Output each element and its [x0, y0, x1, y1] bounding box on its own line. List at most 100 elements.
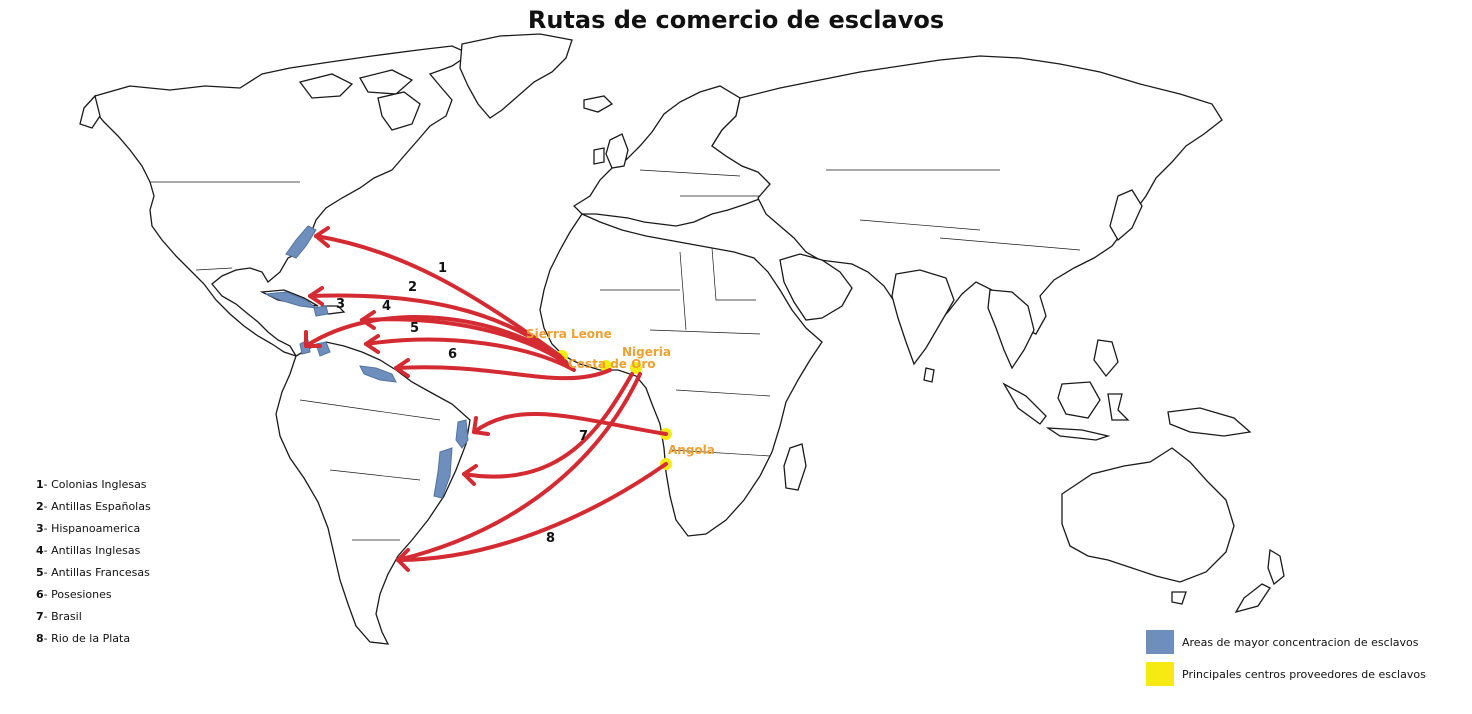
- source-center-nigeria: [630, 362, 642, 374]
- key-concentration-swatch: [1146, 630, 1174, 654]
- route-legend-label: Antillas Francesas: [51, 566, 150, 579]
- land-ireland: [593, 147, 605, 165]
- land-alaska: [79, 94, 101, 129]
- route-legend-label: Brasil: [51, 610, 82, 623]
- route-7-line-b: [462, 372, 634, 479]
- route-legend-label: Rio de la Plata: [51, 632, 131, 645]
- route-number-2: 2: [408, 280, 417, 295]
- route-legend-item: 3- Hispanoamerica: [36, 518, 151, 540]
- land-philippines: [1093, 339, 1119, 378]
- route-number-7: 7: [579, 429, 588, 444]
- land-greenland: [459, 33, 573, 119]
- key-concentration: Areas de mayor concentracion de esclavos: [1146, 630, 1418, 654]
- land-borneo: [1057, 381, 1101, 419]
- route-legend-separator: -: [43, 632, 52, 645]
- route-legend-separator: -: [43, 588, 52, 601]
- route-legend-number: 6: [36, 588, 44, 601]
- key-sources-label: Principales centros proveedores de escla…: [1182, 667, 1426, 681]
- land-india: [891, 269, 955, 366]
- place-labels: Sierra Leone Costa de Oro Nigeria Angola: [526, 327, 715, 457]
- land-new-zealand-north: [1267, 548, 1285, 586]
- place-label-costa-de-oro: Costa de Oro: [568, 357, 655, 371]
- route-legend-number: 2: [36, 500, 44, 513]
- route-1-arrowhead: [314, 226, 330, 248]
- place-label-sierra-leone: Sierra Leone: [526, 327, 612, 341]
- route-2-arrowhead: [308, 286, 324, 306]
- route-legend-item: 6- Posesiones: [36, 584, 151, 606]
- route-numbers: 1 2 3 4 5 6 7 8: [336, 261, 588, 546]
- route-legend-separator: -: [43, 566, 52, 579]
- route-legend-number: 3: [36, 522, 44, 535]
- land-iceland: [583, 95, 614, 113]
- route-legend-number: 4: [36, 544, 44, 557]
- place-label-angola: Angola: [668, 443, 715, 457]
- route-legend-item: 4- Antillas Inglesas: [36, 540, 151, 562]
- land-arctic-island-2: [359, 69, 414, 95]
- land-new-guinea: [1167, 407, 1252, 437]
- route-legend-label: Hispanoamerica: [51, 522, 141, 535]
- land-africa: [539, 213, 823, 537]
- route-2-line: [308, 293, 564, 360]
- concentration-area-brazil-e: [433, 447, 453, 499]
- route-legend-separator: -: [43, 500, 52, 513]
- land-java: [1045, 427, 1111, 441]
- land-sulawesi: [1107, 393, 1130, 421]
- route-number-6: 6: [448, 347, 457, 362]
- route-legend-separator: -: [43, 478, 52, 491]
- route-8-line-a: [396, 372, 642, 562]
- route-legend-item: 1- Colonias Inglesas: [36, 474, 151, 496]
- route-legend-label: Antillas Españolas: [51, 500, 151, 513]
- route-legend-label: Posesiones: [51, 588, 112, 601]
- route-legend-number: 7: [36, 610, 44, 623]
- concentration-area-brazil-ne: [455, 419, 469, 449]
- route-legend-label: Colonias Inglesas: [51, 478, 147, 491]
- route-8-line-b: [396, 462, 668, 562]
- land-sri-lanka: [923, 367, 935, 383]
- route-legend-label: Antillas Inglesas: [51, 544, 141, 557]
- land-britain: [605, 133, 629, 169]
- key-concentration-label: Areas de mayor concentracion de esclavos: [1182, 635, 1419, 649]
- route-8-arrowhead: [396, 548, 410, 572]
- route-number-8: 8: [546, 531, 555, 546]
- key-sources: Principales centros proveedores de escla…: [1146, 662, 1426, 686]
- concentration-area-east-coast: [285, 225, 317, 259]
- key-sources-swatch: [1146, 662, 1174, 686]
- route-7-arrowhead-b: [462, 464, 478, 486]
- route-number-1: 1: [438, 261, 447, 276]
- route-legend-separator: -: [43, 544, 52, 557]
- route-3-arrowhead: [304, 330, 322, 348]
- route-number-4: 4: [382, 299, 391, 314]
- concentration-areas: [265, 225, 469, 499]
- land-arctic-island-1: [298, 73, 354, 99]
- route-7-arrowhead-a: [472, 416, 490, 436]
- route-6-arrowhead: [394, 358, 410, 378]
- route-legend-separator: -: [43, 522, 52, 535]
- land-japan: [1109, 189, 1143, 242]
- route-legend-item: 5- Antillas Francesas: [36, 562, 151, 584]
- route-7-line-a: [472, 411, 668, 436]
- land-indochina: [987, 289, 1035, 370]
- route-3-line: [304, 315, 568, 364]
- route-legend-item: 8- Rio de la Plata: [36, 628, 151, 650]
- place-label-nigeria: Nigeria: [622, 345, 671, 359]
- route-1-line: [314, 234, 562, 358]
- route-6-line: [394, 365, 612, 381]
- route-5-arrowhead: [364, 334, 380, 354]
- route-legend-number: 1: [36, 478, 44, 491]
- land-tasmania: [1171, 591, 1187, 605]
- concentration-area-jamaica: [313, 305, 329, 317]
- land-new-zealand-south: [1234, 583, 1271, 614]
- route-legend-separator: -: [43, 610, 52, 623]
- land-sumatra: [1002, 382, 1047, 425]
- land-north-america: [93, 45, 472, 358]
- route-number-3: 3: [336, 297, 345, 312]
- routes: [304, 226, 668, 572]
- route-5-line: [364, 337, 576, 372]
- land-madagascar: [783, 443, 807, 491]
- landmasses: [79, 33, 1285, 645]
- country-borders: [150, 169, 1081, 541]
- concentration-area-guianas: [359, 365, 397, 383]
- map-title: Rutas de comercio de esclavos: [527, 6, 945, 34]
- land-arabia: [779, 253, 853, 321]
